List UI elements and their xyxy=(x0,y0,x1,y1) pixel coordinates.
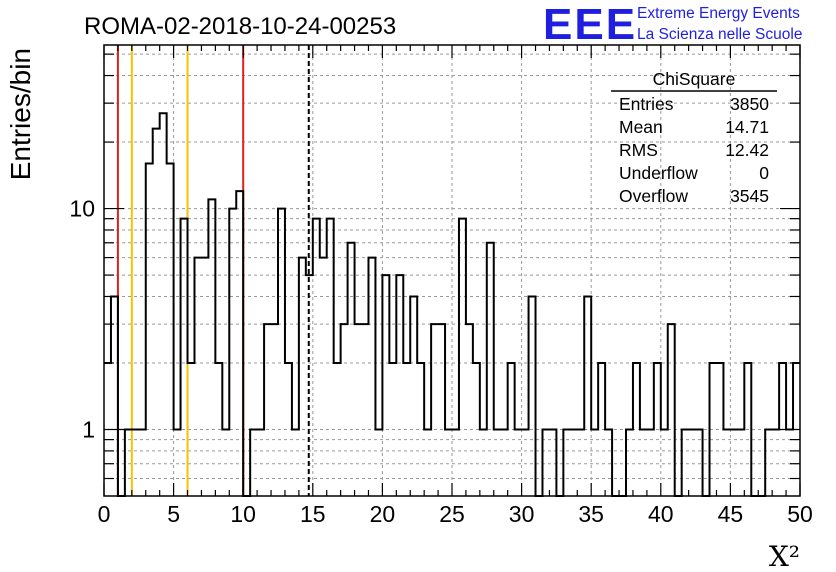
plot-frame xyxy=(103,44,801,497)
x-tick-label: 0 xyxy=(98,501,111,527)
x-tick-label: 45 xyxy=(718,501,744,527)
y-tick-labels: 1 10 xyxy=(69,196,95,443)
stats-row-value: 0 xyxy=(759,163,769,183)
x-tick-label: 5 xyxy=(167,501,180,527)
x-tick-label: 25 xyxy=(439,501,465,527)
x-tick-label: 20 xyxy=(370,501,396,527)
stats-row-value: 14.71 xyxy=(725,117,769,137)
x-tick-label: 35 xyxy=(578,501,604,527)
stats-row-label: Entries xyxy=(619,94,674,114)
stats-title: ChiSquare xyxy=(653,69,736,89)
chart-title: ROMA-02-2018-10-24-00253 xyxy=(84,13,396,40)
x-tick-labels: 0 5 10 15 20 25 30 35 40 45 50 xyxy=(98,501,813,527)
stats-box: ChiSquare Entries 3850 Mean 14.71 RMS 12.42 Un… xyxy=(611,69,777,206)
y-tick-label: 1 xyxy=(82,416,95,442)
stats-row-label: RMS xyxy=(619,140,658,160)
x-tick-label: 15 xyxy=(300,501,326,527)
y-tick-label: 10 xyxy=(69,196,95,222)
x-axis-label: X² xyxy=(769,540,800,572)
grid-lines xyxy=(104,45,800,496)
logo-line-2: La Scienza nelle Scuole xyxy=(637,26,802,43)
stats-row-value: 3850 xyxy=(730,94,769,114)
stats-row-value: 3545 xyxy=(730,186,769,206)
histogram-series xyxy=(104,112,800,497)
axis-ticks xyxy=(103,45,801,496)
eee-logo: EEE xyxy=(543,0,637,49)
logo-line-1: Extreme Energy Events xyxy=(637,5,800,22)
stats-row-label: Underflow xyxy=(619,163,698,183)
x-tick-label: 30 xyxy=(509,501,535,527)
y-axis-label: Entries/bin xyxy=(5,48,36,180)
stats-rows: Entries 3850 Mean 14.71 RMS 12.42 Underflow 0 Ov… xyxy=(619,94,769,206)
stats-row-value: 12.42 xyxy=(725,140,769,160)
x-tick-label: 40 xyxy=(648,501,674,527)
stats-row-label: Mean xyxy=(619,117,663,137)
x-tick-label: 50 xyxy=(787,501,813,527)
x-tick-label: 10 xyxy=(230,501,256,527)
stats-row-label: Overflow xyxy=(619,186,688,206)
